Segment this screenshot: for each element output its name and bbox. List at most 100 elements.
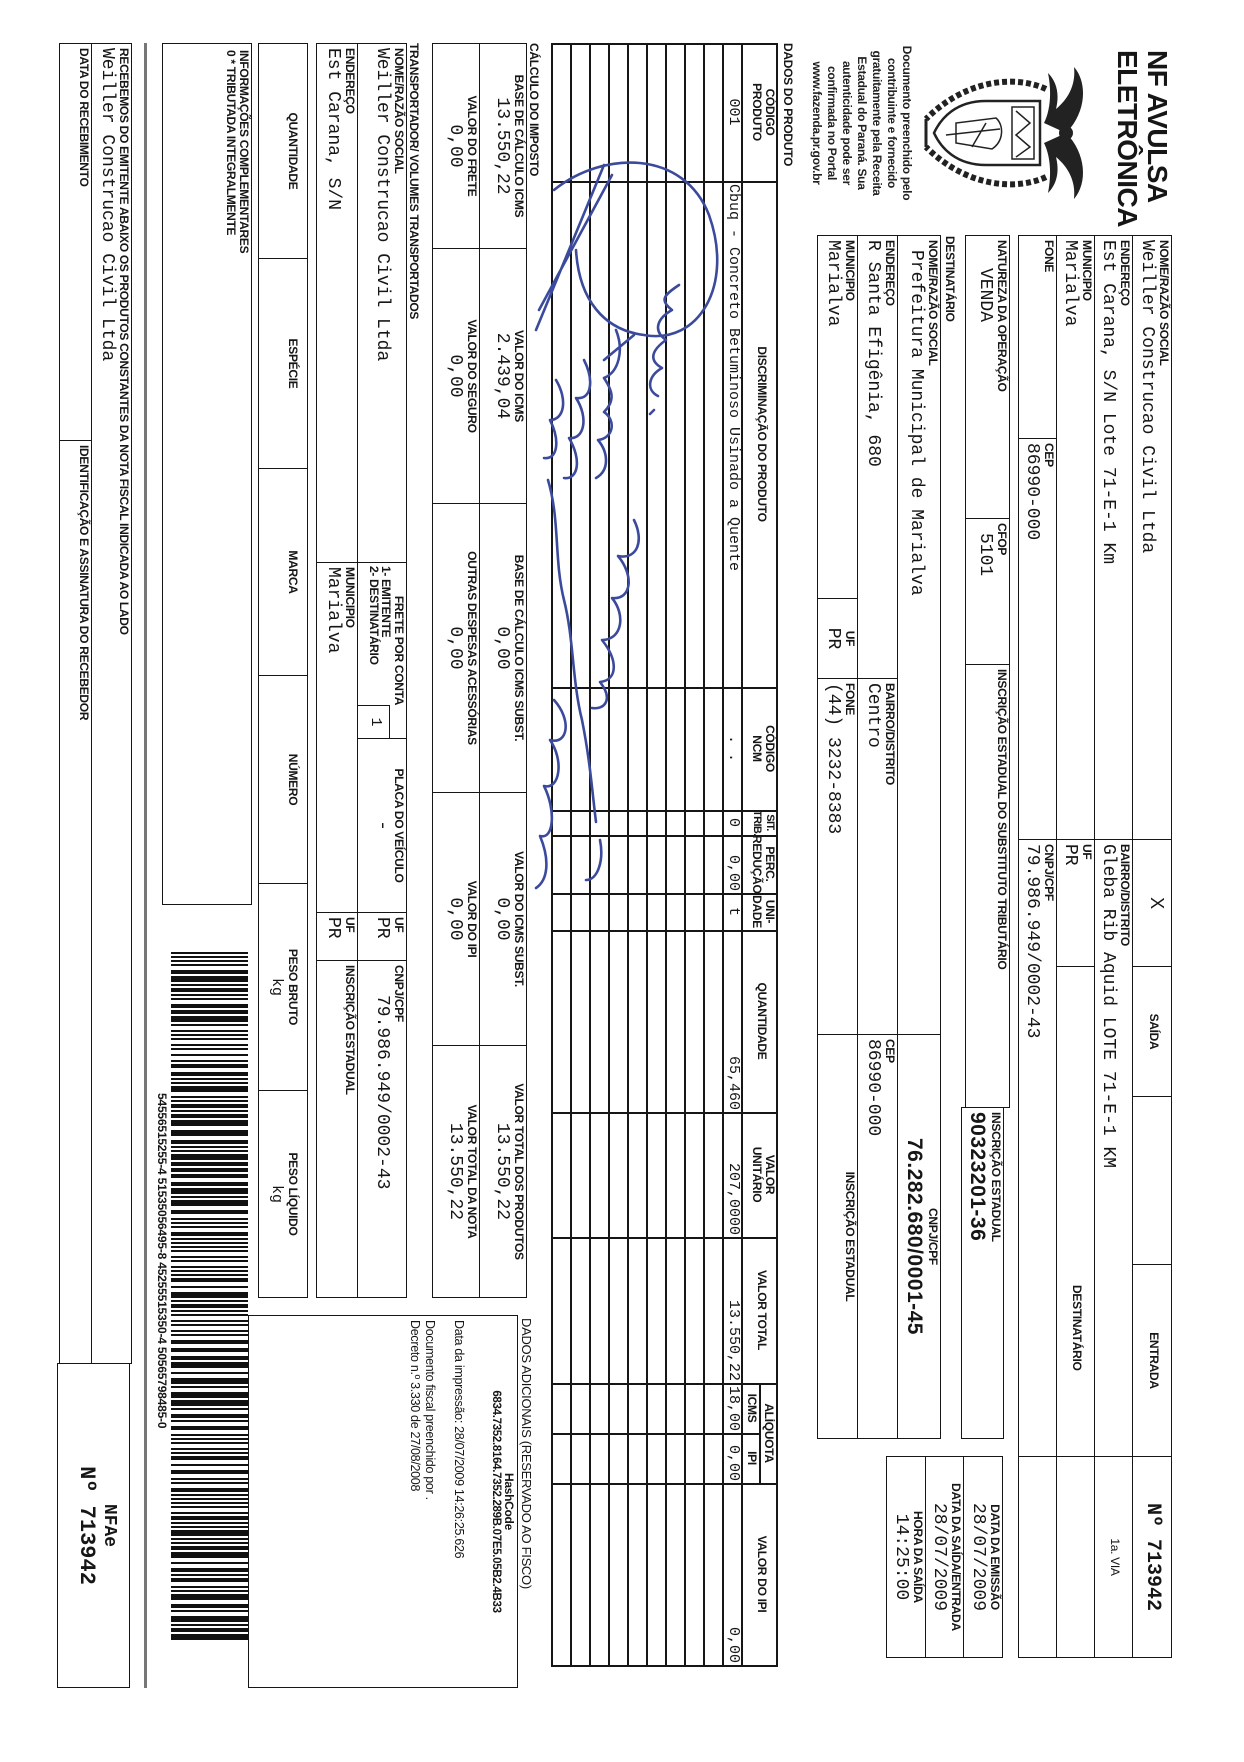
- value: 13.550,22: [492, 97, 512, 195]
- barcode-bar: [171, 1324, 248, 1326]
- barcode-bar: [171, 960, 248, 962]
- value: kg: [268, 977, 285, 996]
- header-unidade: UNI- DADE: [750, 895, 776, 928]
- barcode-bar: [171, 1568, 248, 1572]
- barcode-bar: [171, 1096, 248, 1098]
- transportador-municipio-cell: MUNICIPIO Marialva: [316, 562, 358, 913]
- barcode-bar: [171, 1516, 248, 1520]
- table-border: [776, 43, 778, 1665]
- label: VALOR DO ICMS SUBST.: [512, 851, 526, 987]
- value: 0,00: [445, 124, 465, 168]
- barcode-bar: [171, 1048, 248, 1050]
- barcode-bar: [171, 1526, 248, 1528]
- barcode-bar: [171, 1256, 248, 1258]
- label: NOME/RAZÃO SOCIAL: [392, 48, 406, 174]
- frete-value-box[interactable]: 1: [357, 705, 390, 739]
- barcode-bar: [171, 1372, 248, 1374]
- barcode-bar: [171, 1604, 248, 1608]
- table-column-line: [551, 835, 778, 837]
- barcode-bar: [171, 1386, 248, 1388]
- label: DATA DO RECEBIMENTO: [77, 48, 91, 187]
- informacoes-complementares-box: INFORMAÇÕES COMPLEMENTARES 0 * TRIBUTADA…: [162, 43, 252, 905]
- hashcode-value: 6834.7352.8164.7352.289B.07E5.05B2.4B33: [490, 1390, 502, 1613]
- barcode-bar: [171, 1218, 248, 1220]
- barcode-bar: [171, 1238, 248, 1240]
- table-row-line: [703, 43, 705, 1665]
- barcode-bar: [171, 1232, 248, 1236]
- header-aliquota: ALÍQUOTA: [762, 1403, 775, 1463]
- data-recebimento-field[interactable]: DATA DO RECEBIMENTO: [59, 43, 92, 441]
- base-subst-cell: BASE DE CÁLCULO ICMS SUBST. 0,00: [479, 503, 527, 793]
- label: MARCA: [286, 550, 300, 594]
- dados-adicionais-box: HashCode 6834.7352.8164.7352.289B.07E5.0…: [248, 1315, 518, 1688]
- barcode-bar: [171, 1348, 248, 1352]
- barcode-bar: [171, 988, 248, 992]
- barcode-bar: [171, 1222, 248, 1224]
- table-row-line: [665, 43, 667, 1665]
- barcode-bar: [171, 1174, 248, 1178]
- value: 0,00: [445, 354, 465, 398]
- label: ESPÉCIE: [286, 338, 300, 389]
- barcode-bar: [171, 1130, 248, 1136]
- table-row-line: [608, 43, 610, 1665]
- barcode-bar: [171, 1488, 248, 1492]
- header-descricao: DISCRIMINAÇÃO DO PRODUTO: [755, 346, 768, 522]
- barcode-bar: [171, 1552, 248, 1558]
- table-row-line: [684, 43, 686, 1665]
- label: PLACA DO VEÍCULO: [392, 768, 406, 883]
- header-aliquota-icms: ICMS: [745, 1393, 758, 1423]
- peso-liquido-cell: PESO LÍQUIDO kg: [258, 1090, 308, 1298]
- barcode-bar: [171, 1110, 248, 1112]
- barcode-bar: [171, 1464, 248, 1466]
- label: UF: [392, 917, 406, 933]
- barcode-bar: [171, 1250, 248, 1252]
- barcode-bar: [171, 1574, 248, 1576]
- barcode-bar: [171, 1494, 248, 1496]
- barcode-bar: [171, 1078, 248, 1080]
- barcode-bar: [171, 1438, 248, 1440]
- barcode-bar: [171, 1200, 248, 1206]
- label: FRETE POR CONTA: [392, 595, 406, 706]
- barcode-bar: [171, 1452, 248, 1454]
- barcode-bar: [171, 1314, 248, 1316]
- barcode-bar: [171, 1286, 248, 1288]
- volume-quantidade-cell: QUANTIDADE: [258, 43, 308, 259]
- dados-adicionais-title: DADOS ADICIONAIS (RESERVADO AO FISCO): [519, 1318, 534, 1589]
- table-column-line: [551, 930, 778, 932]
- value: Marialva: [323, 567, 343, 654]
- nfae-numero: Nº 713942: [74, 1466, 99, 1585]
- barcode-bar: [171, 1154, 248, 1160]
- value: 2.439,04: [492, 332, 512, 420]
- barcode-bar: [171, 1162, 248, 1166]
- transportador-uf2-cell: UF PR: [316, 912, 358, 961]
- informacoes-text: 0 * TRIBUTADA INTEGRALMENTE: [224, 50, 238, 236]
- header-codigo: CÓDIGO PRODUTO: [750, 83, 776, 141]
- barcode-bar: [171, 1310, 248, 1312]
- barcode-digits: 54556515255-4 51535056495-8 45255515350-…: [155, 1093, 168, 1429]
- table-column-line: [551, 1665, 778, 1667]
- barcode-bar: [171, 1270, 248, 1272]
- value: 0,00: [445, 626, 465, 670]
- value: -: [372, 820, 392, 831]
- barcode-bar: [171, 1242, 248, 1244]
- barcode-bar: [171, 1594, 248, 1600]
- barcode-bar: [171, 1530, 248, 1536]
- barcode-bar: [171, 1538, 248, 1540]
- volume-marca-cell: MARCA: [258, 468, 308, 676]
- barcode-bar: [171, 1024, 248, 1026]
- cell-descricao: Cbuq - Concreto Betuminoso Usinado a Que…: [725, 184, 742, 572]
- barcode-bar: [171, 1266, 248, 1268]
- table-column-line: [551, 1237, 778, 1239]
- data-impressao: Data da impressão: 28/07/2009 14:26:25.6…: [452, 1320, 466, 1559]
- barcode-bar: [171, 1482, 248, 1484]
- header-quantidade: QUANTIDADE: [755, 982, 768, 1060]
- barcode-bar: [171, 1054, 248, 1056]
- barcode-bar: [171, 1522, 248, 1524]
- placa-veiculo-cell: PLACA DO VEÍCULO -: [357, 738, 407, 913]
- assinatura-recebedor-field[interactable]: IDENTIFICAÇÃO E ASSINATURA DO RECEBEDOR: [59, 440, 92, 1364]
- header-valor-total: VALOR TOTAL: [755, 1269, 768, 1351]
- table-row-line: [551, 43, 553, 1665]
- cell-valor-unitario: 207,0000: [725, 1162, 742, 1235]
- table-row-line: [570, 43, 572, 1665]
- cell-valor-ipi: 0,00: [725, 1626, 742, 1663]
